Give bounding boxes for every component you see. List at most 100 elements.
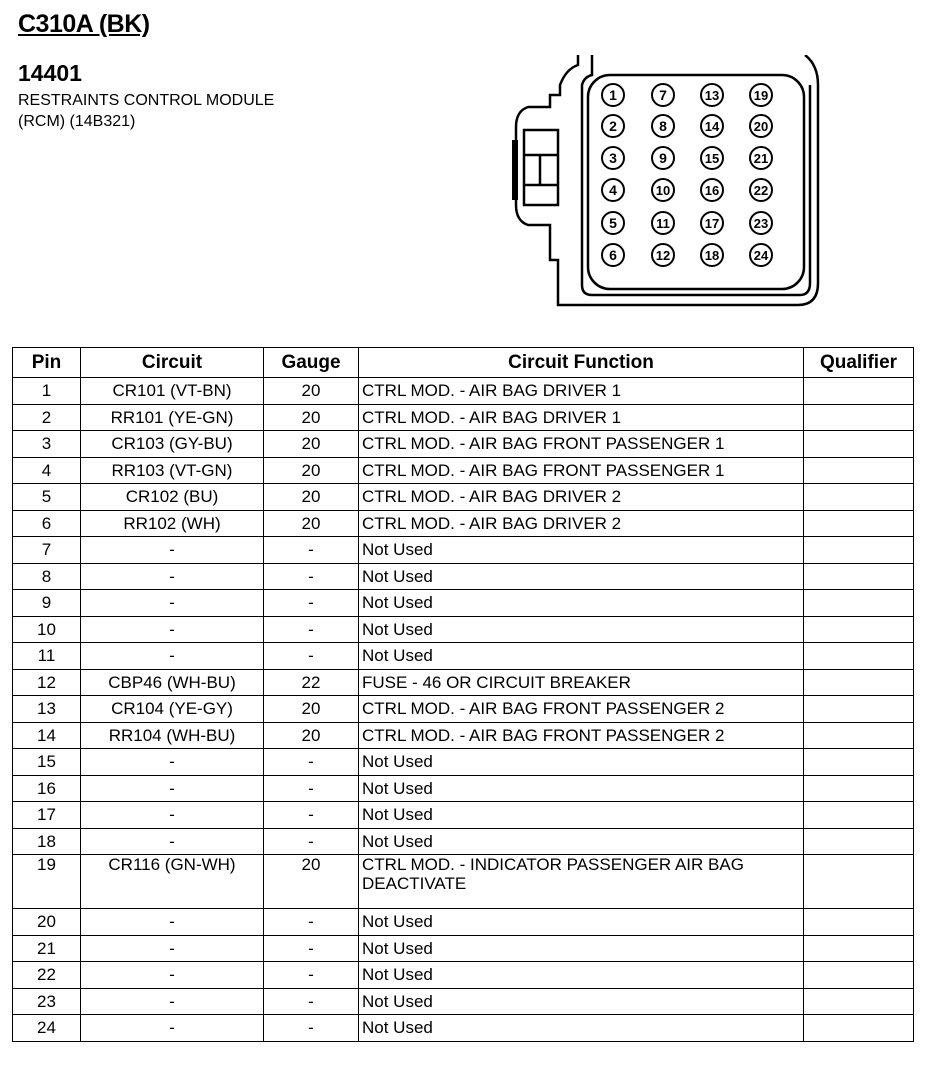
table-row: 6 RR102 (WH) 20 CTRL MOD. - AIR BAG DRIVER … [12, 509, 914, 537]
qualifier-cell [803, 642, 914, 670]
qualifier-cell [803, 748, 914, 776]
circuit-cell: - [80, 774, 264, 802]
pin-cavity [749, 83, 773, 107]
qualifier-cell [803, 1014, 914, 1042]
pin-cavity [601, 114, 625, 138]
circuit-cell: - [80, 748, 264, 776]
table-row: 5 CR102 (BU) 20 CTRL MOD. - AIR BAG DRIVER … [12, 483, 914, 511]
pin-cell: 6 [12, 509, 81, 537]
table-row: 1 CR101 (VT-BN) 20 CTRL MOD. - AIR BAG DRIV… [12, 377, 914, 405]
column-header-pin: Pin [12, 347, 81, 378]
table-row: 20- - Not Used [12, 908, 914, 936]
gauge-cell: - [263, 827, 359, 855]
qualifier-cell [803, 483, 914, 511]
qualifier-cell [803, 403, 914, 431]
pin-cavity [749, 211, 773, 235]
qualifier-cell [803, 509, 914, 537]
pinout-table: Pin Circuit Gauge Circuit Function Quali… [12, 347, 914, 1042]
circuit-cell: - [80, 562, 264, 590]
function-cell: Not Used [358, 562, 804, 590]
pin-cavity [651, 211, 675, 235]
circuit-cell: - [80, 615, 264, 643]
qualifier-cell [803, 536, 914, 564]
pin-number: 7 [659, 87, 667, 103]
pin-cavity [700, 114, 724, 138]
table-row: 22- - Not Used [12, 961, 914, 989]
circuit-cell: - [80, 589, 264, 617]
pin-number: 16 [705, 183, 719, 198]
gauge-cell: 20 [263, 456, 359, 484]
pin-cell: 18 [12, 827, 81, 855]
pin-number: 18 [705, 248, 719, 263]
connector-inner-outline [580, 55, 812, 297]
pin-number: 4 [609, 182, 617, 198]
pin-number: 8 [659, 118, 667, 134]
pin-cavity [651, 146, 675, 170]
circuit-cell: - [80, 1014, 264, 1042]
connector-latch [522, 128, 560, 207]
pin-cell: 17 [12, 801, 81, 829]
pin-cavity [601, 178, 625, 202]
pin-cell: 12 [12, 668, 81, 696]
pin-number: 11 [656, 216, 670, 231]
pin-cavity [601, 83, 625, 107]
circuit-cell: - [80, 827, 264, 855]
pin-number: 6 [609, 247, 617, 263]
circuit-cell: RR104 (WH-BU) [80, 721, 264, 749]
circuit-cell: - [80, 642, 264, 670]
gauge-cell: 20 [263, 854, 359, 909]
gauge-cell: - [263, 801, 359, 829]
circuit-cell: RR103 (VT-GN) [80, 456, 264, 484]
qualifier-cell [803, 695, 914, 723]
function-cell: Not Used [358, 934, 804, 962]
table-row: 24- - Not Used [12, 1014, 914, 1042]
pin-number: 5 [609, 215, 617, 231]
column-header-circuit: Circuit [80, 347, 264, 378]
pin-cavity [651, 178, 675, 202]
pin-number: 20 [754, 119, 768, 134]
pin-cell: 20 [12, 908, 81, 936]
component-description: RESTRAINTS CONTROL MODULE (RCM) (14B321) [18, 90, 358, 132]
pin-cell: 22 [12, 961, 81, 989]
table-row: 8- - Not Used [12, 562, 914, 590]
pin-cavity-area [586, 73, 806, 291]
qualifier-cell [803, 430, 914, 458]
circuit-cell: CR101 (VT-BN) [80, 377, 264, 405]
table-row: 15- - Not Used [12, 748, 914, 776]
table-row: 17- - Not Used [12, 801, 914, 829]
qualifier-cell [803, 987, 914, 1015]
gauge-cell: 20 [263, 509, 359, 537]
qualifier-cell [803, 377, 914, 405]
pin-cell: 5 [12, 483, 81, 511]
qualifier-cell [803, 615, 914, 643]
pin-number: 23 [754, 216, 768, 231]
function-cell: Not Used [358, 748, 804, 776]
function-cell: Not Used [358, 827, 804, 855]
qualifier-cell [803, 908, 914, 936]
pin-cavity [749, 178, 773, 202]
table-row: 14 RR104 (WH-BU) 20 CTRL MOD. - AIR BAG FRO… [12, 721, 914, 749]
pin-number: 1 [609, 87, 617, 103]
pin-cavity [601, 146, 625, 170]
gauge-cell: - [263, 562, 359, 590]
gauge-cell: 20 [263, 721, 359, 749]
table-row: 4 RR103 (VT-GN) 20 CTRL MOD. - AIR BAG FRON… [12, 456, 914, 484]
table-header-row: Pin Circuit Gauge Circuit Function Quali… [12, 347, 914, 378]
table-row: 21- - Not Used [12, 934, 914, 962]
function-cell: Not Used [358, 987, 804, 1015]
table-row: 9- - Not Used [12, 589, 914, 617]
gauge-cell: - [263, 961, 359, 989]
circuit-cell: - [80, 987, 264, 1015]
column-header-function: Circuit Function [358, 347, 804, 378]
circuit-cell: CR102 (BU) [80, 483, 264, 511]
function-cell: CTRL MOD. - AIR BAG FRONT PASSENGER 2 [358, 721, 804, 749]
description-line: RESTRAINTS CONTROL MODULE [18, 92, 275, 109]
gauge-cell: - [263, 589, 359, 617]
pin-cell: 19 [12, 854, 81, 909]
table-row: 12 CBP46 (WH-BU) 22 FUSE - 46 OR CIRCUIT BR… [12, 668, 914, 696]
pin-cavity [700, 243, 724, 267]
circuit-cell: CBP46 (WH-BU) [80, 668, 264, 696]
pin-cell: 2 [12, 403, 81, 431]
pin-cavity [601, 243, 625, 267]
